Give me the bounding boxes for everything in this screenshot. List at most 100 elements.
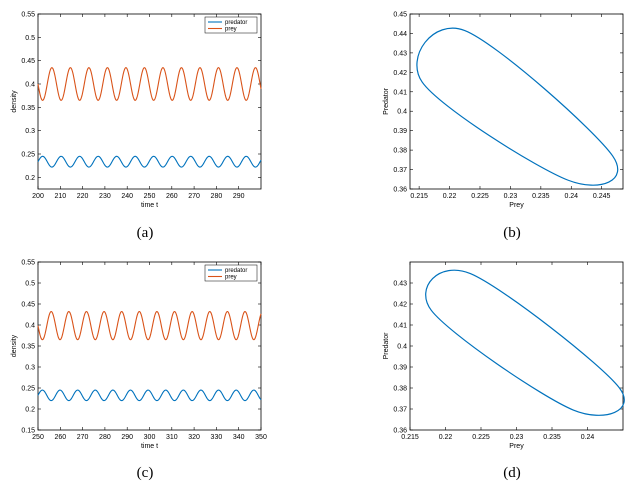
x-tick-label: 290 bbox=[233, 193, 245, 200]
y-tick-label: 0.43 bbox=[393, 50, 407, 57]
axes-box bbox=[37, 261, 262, 431]
x-tick-label: 0.24 bbox=[564, 193, 578, 200]
y-axis-label: density bbox=[11, 334, 18, 357]
x-tick-label: 250 bbox=[144, 193, 156, 200]
y-tick-label: 0.38 bbox=[393, 148, 407, 155]
y-tick-label: 0.3 bbox=[25, 128, 35, 135]
x-tick-label: 240 bbox=[121, 193, 133, 200]
y-tick-label: 0.36 bbox=[393, 428, 407, 435]
x-tick-label: 210 bbox=[54, 193, 66, 200]
y-axis-label: Predator bbox=[383, 87, 390, 115]
y-tick-label: 0.3 bbox=[25, 365, 35, 372]
y-tick-label: 0.25 bbox=[21, 152, 35, 159]
y-tick-label: 0.4 bbox=[397, 109, 407, 116]
legend-label-prey: prey bbox=[225, 27, 237, 33]
y-tick-label: 0.35 bbox=[21, 344, 35, 351]
x-tick-label: 250 bbox=[32, 434, 44, 441]
y-tick-label: 0.4 bbox=[397, 344, 407, 351]
y-tick-label: 0.4 bbox=[25, 82, 35, 89]
x-tick-label: 270 bbox=[77, 434, 89, 441]
y-tick-label: 0.41 bbox=[393, 89, 407, 96]
x-tick-label: 0.225 bbox=[472, 434, 490, 441]
x-tick-label: 0.23 bbox=[510, 434, 524, 441]
y-axis-label: Predator bbox=[383, 332, 390, 360]
legend-label-predator: predator bbox=[225, 20, 247, 26]
y-tick-label: 0.4 bbox=[25, 323, 35, 330]
y-tick-label: 0.45 bbox=[21, 302, 35, 309]
series-line-predator bbox=[37, 389, 262, 402]
y-tick-label: 0.55 bbox=[21, 260, 35, 267]
phase-loop bbox=[425, 269, 625, 416]
x-tick-label: 0.22 bbox=[443, 193, 457, 200]
y-tick-label: 0.37 bbox=[393, 167, 407, 174]
caption-b: (b) bbox=[503, 225, 521, 241]
y-tick-label: 0.36 bbox=[393, 187, 407, 194]
x-tick-label: 0.215 bbox=[410, 193, 428, 200]
x-axis-label: time t bbox=[141, 202, 158, 209]
x-tick-label: 290 bbox=[121, 434, 133, 441]
x-axis-label: Prey bbox=[509, 443, 524, 450]
y-tick-label: 0.45 bbox=[393, 12, 407, 19]
x-tick-label: 0.215 bbox=[401, 434, 419, 441]
x-tick-label: 220 bbox=[77, 193, 89, 200]
phase-loop bbox=[416, 27, 619, 186]
series-line-predator bbox=[37, 155, 262, 168]
y-tick-label: 0.38 bbox=[393, 386, 407, 393]
x-tick-label: 0.235 bbox=[532, 193, 550, 200]
x-tick-label: 320 bbox=[188, 434, 200, 441]
x-axis-label: Prey bbox=[509, 202, 524, 209]
y-tick-label: 0.37 bbox=[393, 407, 407, 414]
y-tick-label: 0.44 bbox=[393, 31, 407, 38]
legend-label-predator: predator bbox=[225, 268, 247, 274]
y-tick-label: 0.35 bbox=[21, 105, 35, 112]
y-tick-label: 0.55 bbox=[21, 12, 35, 19]
x-tick-label: 230 bbox=[99, 193, 111, 200]
series-line-prey bbox=[37, 67, 262, 101]
x-tick-label: 300 bbox=[144, 434, 156, 441]
y-tick-label: 0.5 bbox=[25, 35, 35, 42]
axes-box bbox=[409, 13, 624, 190]
x-tick-label: 350 bbox=[255, 434, 267, 441]
y-tick-label: 0.39 bbox=[393, 128, 407, 135]
x-tick-label: 280 bbox=[99, 434, 111, 441]
x-tick-label: 310 bbox=[166, 434, 178, 441]
panel-b-phase-portrait: 0.215 0.22 0.225 0.23 0.235 0.24 0.245 0.36 0.37… bbox=[383, 12, 624, 209]
y-tick-label: 0.2 bbox=[25, 407, 35, 414]
x-tick-label: 270 bbox=[188, 193, 200, 200]
y-tick-label: 0.15 bbox=[21, 428, 35, 435]
x-tick-label: 340 bbox=[233, 434, 245, 441]
y-tick-label: 0.43 bbox=[393, 281, 407, 288]
y-tick-label: 0.42 bbox=[393, 302, 407, 309]
y-axis-label: density bbox=[11, 90, 18, 113]
x-tick-label: 0.22 bbox=[439, 434, 453, 441]
x-tick-label: 0.225 bbox=[471, 193, 489, 200]
x-tick-label: 280 bbox=[211, 193, 223, 200]
panel-d-phase-portrait: 0.215 0.22 0.225 0.23 0.235 0.24 0.36 0.37 0.38 0… bbox=[383, 261, 625, 450]
axes-box bbox=[409, 261, 624, 431]
x-tick-label: 200 bbox=[32, 193, 44, 200]
panel-c-time-series: 250 260 270 280 290 300 310 320 330 340 350 0.15 0.2… bbox=[11, 260, 267, 451]
caption-a: (a) bbox=[137, 225, 154, 241]
x-axis-label: time t bbox=[141, 443, 158, 450]
x-tick-label: 0.23 bbox=[504, 193, 518, 200]
x-tick-label: 0.245 bbox=[593, 193, 611, 200]
y-tick-label: 0.39 bbox=[393, 365, 407, 372]
y-tick-label: 0.41 bbox=[393, 323, 407, 330]
y-tick-label: 0.25 bbox=[21, 386, 35, 393]
x-tick-label: 0.24 bbox=[581, 434, 595, 441]
y-tick-label: 0.42 bbox=[393, 70, 407, 77]
series-line-prey bbox=[37, 310, 262, 341]
x-tick-label: 260 bbox=[166, 193, 178, 200]
y-tick-label: 0.2 bbox=[25, 175, 35, 182]
legend-label-prey: prey bbox=[225, 275, 237, 281]
caption-d: (d) bbox=[503, 465, 521, 481]
x-tick-label: 260 bbox=[54, 434, 66, 441]
y-tick-label: 0.5 bbox=[25, 281, 35, 288]
y-tick-label: 0.45 bbox=[21, 58, 35, 65]
caption-c: (c) bbox=[137, 465, 154, 481]
panel-a-time-series: 200 210 220 230 240 250 260 270 280 290 0.2 0.25 0.3… bbox=[11, 12, 262, 209]
x-tick-label: 330 bbox=[211, 434, 223, 441]
